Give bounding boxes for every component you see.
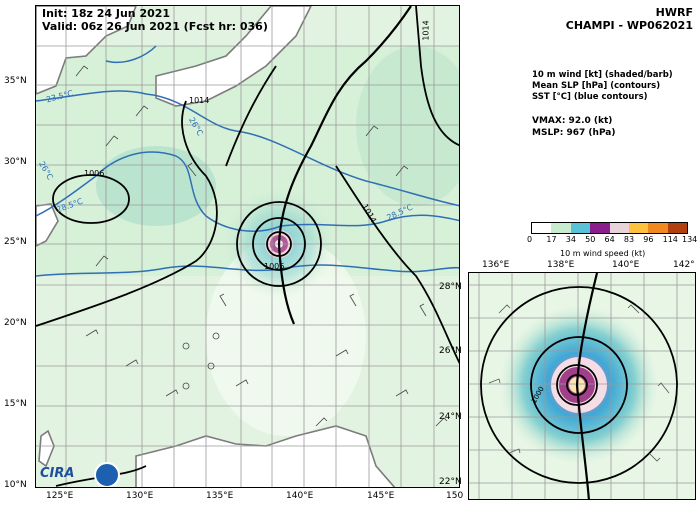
slp-contour-1014-east (335, 165, 459, 364)
colorbar-tick-label: 34 (565, 235, 576, 244)
slp-contour-1006-west (36, 100, 218, 327)
land-china-korea (36, 6, 137, 95)
colorbar-tick-label: 134 (682, 235, 698, 244)
colorbar-tick-label: 114 (662, 235, 678, 244)
land-taiwan-coast (36, 203, 59, 247)
colorbar-title: 10 m wind speed (kt) (560, 249, 646, 258)
wind-shade-patch (96, 146, 216, 226)
sst-contour-26 (36, 90, 459, 207)
colorbar-segment (667, 223, 687, 233)
inset-slp-outer (480, 286, 678, 484)
slp-contour-storm-mid (252, 217, 306, 271)
lon-label: 150 (446, 491, 464, 501)
legend-sst: SST [°C] (blue contours) (532, 92, 648, 102)
inset-slp-contours (480, 286, 678, 484)
colorbar-segment (648, 223, 668, 233)
land-south-islands (135, 425, 396, 487)
main-map: 23.5°C 26°C 28.5°C 26°C 28.5°C 1014 1006… (35, 5, 460, 488)
lon-label: 125°E (46, 491, 74, 501)
lon-label: 135°E (206, 491, 234, 501)
legend-slp: Mean SLP [hPa] (contours) (532, 81, 661, 91)
lat-label: 35°N (4, 76, 27, 86)
cira-logo: CIRA (40, 466, 75, 481)
inset-lon-label: 140°E (612, 260, 640, 270)
lat-label: 25°N (4, 237, 27, 247)
main-map-canvas (36, 6, 459, 487)
lon-label: 140°E (286, 491, 314, 501)
inset-lon-label: 142° (673, 260, 695, 270)
lat-label: 10°N (4, 480, 27, 490)
slp-label: 1014 (189, 96, 210, 105)
main-grid (36, 6, 459, 487)
slp-label: 1014 (421, 20, 431, 41)
lon-label: 145°E (367, 491, 395, 501)
init-time: Init: 18z 24 Jun 2021 (42, 7, 171, 20)
colorbar (531, 222, 688, 234)
colorbar-tick-label: 0 (527, 235, 533, 244)
colorbar-segment (532, 223, 552, 233)
inset-slp-inner (556, 364, 598, 406)
inset-lat-label: 22°N (439, 477, 462, 487)
colorbar-ticks: 0 17 34 50 64 83 96 114 134 (527, 235, 697, 245)
vmax-value: VMAX: 92.0 (kt) (532, 116, 613, 126)
colorbar-segment (590, 223, 610, 233)
colorbar-segment (570, 223, 591, 233)
lat-label: 15°N (4, 399, 27, 409)
colorbar-tick-label: 50 (585, 235, 596, 244)
colorbar-segment (551, 223, 571, 233)
valid-time: Valid: 06z 26 Jun 2021 (Fcst hr: 036) (42, 20, 268, 33)
mslp-value: MSLP: 967 (hPa) (532, 128, 616, 138)
inset-lat-label: 24°N (439, 412, 462, 422)
colorbar-segment (628, 223, 649, 233)
lat-label: 30°N (4, 157, 27, 167)
colorbar-tick-label: 83 (623, 235, 635, 244)
sst-contour-23-5 (105, 45, 157, 63)
wind-barbs (75, 65, 448, 427)
inset-lon-label: 138°E (547, 260, 575, 270)
slp-contour-1006-low (52, 174, 130, 224)
inset-track (575, 273, 599, 499)
wind-shade-patch (356, 46, 459, 206)
lat-label: 20°N (4, 318, 27, 328)
inset-lon-label: 136°E (482, 260, 510, 270)
colorbar-tick-label: 17 (546, 235, 557, 244)
inset-map-canvas (469, 273, 695, 499)
model-name: HWRF (655, 6, 693, 19)
inset-lat-label: 26°N (439, 346, 462, 356)
colorbar-tick-label: 96 (643, 235, 654, 244)
slp-label: 1006 (84, 169, 105, 178)
inset-lat-label: 28°N (439, 282, 462, 292)
forecast-track (277, 6, 412, 325)
slp-contour-1014-ne (415, 6, 459, 146)
slp-contours (36, 6, 459, 487)
colorbar-segment (609, 223, 629, 233)
colorbar-tick-label: 64 (604, 235, 615, 244)
inset-map: 1000 (468, 272, 696, 500)
legend-wind: 10 m wind [kt] (shaded/barb) (532, 70, 673, 80)
slp-contour-1014-north (225, 65, 277, 167)
slp-label: 1006 (264, 262, 285, 271)
lon-label: 130°E (126, 491, 154, 501)
storm-name: CHAMPI - WP062021 (565, 19, 693, 32)
noaa-logo-icon (94, 462, 120, 487)
inset-wind-barbs (488, 304, 670, 462)
land-island (38, 429, 55, 468)
slp-contour-storm-outer (236, 201, 322, 287)
inset-slp-mid (530, 336, 628, 434)
